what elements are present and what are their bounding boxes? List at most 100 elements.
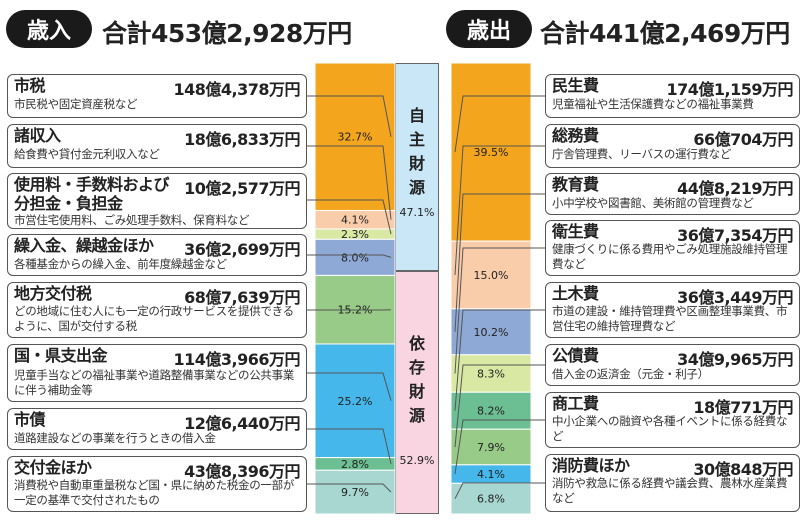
- expenditure-item: 土木費 36億3,449万円 市道の建設・維持管理費や区画整理事業費、市営住宅の…: [545, 282, 800, 338]
- item-amount: 36億7,354万円: [677, 226, 793, 245]
- bar-segment: [450, 428, 532, 466]
- expenditure-total: 合計441億2,469万円: [540, 19, 790, 48]
- expenditure-item: 商工費 18億771万円 中小企業への融資や各種イベントに係る経費など: [545, 392, 800, 448]
- expenditure-item: 公債費 34億9,965万円 借入金の返済金（元金・利子）: [545, 344, 800, 386]
- revenue-item: 地方交付税 68億7,639万円 どの地域に住む人にも一定の行政サービスを提供で…: [7, 282, 307, 338]
- expenditure-item: 衛生費 36億7,354万円 健康づくりに係る費用やごみ処理施設維持管理費など: [545, 220, 800, 276]
- item-desc: 給食費や貸付金元利収入など: [14, 147, 160, 161]
- expenditure-item: 消防費ほか 30億848万円 消防や救急に係る経費や議会費、農林水産業費など: [545, 454, 800, 512]
- item-desc: 各種基金からの繰入金、前年度繰越金など: [14, 257, 227, 271]
- bar-label: 6.8%: [477, 493, 505, 506]
- bar-segment: [314, 62, 396, 211]
- group-percent: 47.1%: [399, 206, 435, 219]
- own-source-revenue-group: 自主財源 47.1%: [395, 63, 439, 271]
- item-amount: 18億6,833万円: [184, 130, 300, 149]
- item-desc: 児童福祉や生活保護費などの福祉事業費: [552, 97, 754, 111]
- item-name: 商工費: [552, 394, 599, 413]
- leader-line: [307, 254, 392, 258]
- item-desc: 児童手当などの福祉事業や道路整備事業などの公共事業に伴う補助金等: [14, 368, 294, 397]
- item-desc: 庁舎管理費、リーバスの運行費など: [552, 147, 732, 161]
- item-name: 公債費: [552, 346, 599, 365]
- revenue-item: 使用料・手数料および 分担金・負担金 10億2,577万円 市営住宅使用料、ごみ…: [7, 173, 307, 229]
- item-desc: 消防や救急に係る経費や議会費、農林水産業費など: [552, 476, 788, 505]
- leader-line: [307, 428, 392, 465]
- bar-label: 15.0%: [474, 269, 509, 282]
- leader-line: [454, 145, 545, 276]
- bar-label: 8.3%: [477, 368, 505, 381]
- item-amount: 66億704万円: [693, 130, 793, 149]
- item-amount: 114億3,966万円: [173, 350, 300, 369]
- item-amount: 36億3,449万円: [677, 288, 793, 307]
- leader-line: [307, 483, 392, 493]
- item-name: 総務費: [552, 126, 599, 145]
- revenue-item: 交付金ほか 43億8,396万円 消費税や自動車重量税など国・県に納めた税金の一…: [7, 456, 307, 512]
- item-name: 交付金ほか: [14, 458, 92, 477]
- expenditure-badge: 歳出: [446, 10, 532, 48]
- item-desc: 中小企業への融資や各種イベントに係る経費など: [552, 414, 788, 443]
- item-name: 教育費: [552, 175, 599, 194]
- leader-line: [454, 309, 545, 411]
- revenue-item: 繰入金、繰越金ほか 36億2,699万円 各種基金からの繰入金、前年度繰越金など: [7, 234, 307, 276]
- dependent-revenue-group: 依存財源 52.9%: [395, 271, 439, 514]
- group-label: 依存財源: [408, 334, 425, 425]
- item-amount: 148億4,378万円: [173, 80, 300, 99]
- bar-label: 2.8%: [341, 458, 369, 471]
- bar-segment: [450, 308, 532, 356]
- expenditure-item: 民生費 174億1,159万円 児童福祉や生活保護費などの福祉事業費: [545, 74, 800, 118]
- bar-label: 7.9%: [477, 441, 505, 454]
- leader-line: [454, 419, 545, 475]
- bar-label: 39.5%: [474, 146, 509, 159]
- item-amount: 34億9,965万円: [677, 350, 793, 369]
- bar-label: 2.3%: [341, 228, 369, 241]
- item-name: 消防費ほか: [552, 456, 630, 475]
- bar-segment: [314, 343, 396, 459]
- item-amount: 43億8,396万円: [184, 462, 300, 481]
- leader-line: [454, 482, 545, 499]
- leader-line: [307, 145, 392, 220]
- item-desc: 市民税や固定資産税など: [14, 97, 138, 111]
- bar-label: 8.0%: [341, 251, 369, 264]
- group-label: 自主財源: [408, 106, 425, 197]
- leader-line: [454, 247, 545, 374]
- revenue-item: 市債 12億6,440万円 道路建設などの事業を行うときの借入金: [7, 408, 307, 450]
- item-amount: 68億7,639万円: [184, 288, 300, 307]
- item-amount: 12億6,440万円: [184, 414, 300, 433]
- bar-segment: [450, 482, 532, 515]
- item-desc: 小中学校や図書館、美術館の管理費など: [552, 196, 754, 210]
- revenue-total: 合計453億2,928万円: [102, 19, 352, 48]
- item-desc: 消費税や自動車重量税など国・県に納めた税金の一部が一定の基準で交付されたもの: [14, 478, 294, 507]
- bar-label: 32.7%: [338, 131, 373, 144]
- bar-label: 9.7%: [341, 486, 369, 499]
- bar-label: 4.1%: [477, 468, 505, 481]
- revenue-item: 諸収入 18億6,833万円 給食費や貸付金元利収入など: [7, 124, 307, 168]
- bar-label: 4.1%: [341, 214, 369, 227]
- item-name: 諸収入: [14, 126, 61, 145]
- item-desc: 市営住宅使用料、ごみ処理手数料、保育料など: [14, 213, 250, 227]
- revenue-item: 市税 148億4,378万円 市民税や固定資産税など: [7, 74, 307, 118]
- item-desc: 健康づくりに係る費用やごみ処理施設維持管理費など: [552, 242, 788, 271]
- item-amount: 10億2,577万円: [184, 179, 300, 198]
- expenditure-item: 教育費 44億8,219万円 小中学校や図書館、美術館の管理費など: [545, 173, 800, 215]
- item-amount: 18億771万円: [693, 398, 793, 417]
- bar-segment: [450, 62, 532, 242]
- leader-line: [307, 95, 392, 137]
- item-name: 市税: [14, 76, 46, 95]
- item-name: 衛生費: [552, 222, 599, 241]
- leader-line: [307, 199, 392, 235]
- bar-segment: [314, 238, 396, 276]
- item-amount: 36億2,699万円: [184, 240, 300, 259]
- revenue-badge: 歳入: [6, 10, 92, 48]
- item-name: 土木費: [552, 284, 599, 303]
- item-amount: 174億1,159万円: [666, 80, 793, 99]
- leader-line: [307, 372, 392, 401]
- bar-label: 8.2%: [477, 405, 505, 418]
- expenditure-item: 総務費 66億704万円 庁舎管理費、リーバスの運行費など: [545, 124, 800, 168]
- leader-line: [454, 95, 545, 153]
- item-desc: 借入金の返済金（元金・利子）: [552, 367, 709, 381]
- item-name: 地方交付税: [14, 284, 92, 303]
- bar-label: 25.2%: [338, 395, 373, 408]
- bar-segment: [314, 469, 396, 515]
- item-amount: 44億8,219万円: [677, 179, 793, 198]
- item-desc: どの地域に住む人にも一定の行政サービスを提供できるように、国が交付する税: [14, 304, 294, 333]
